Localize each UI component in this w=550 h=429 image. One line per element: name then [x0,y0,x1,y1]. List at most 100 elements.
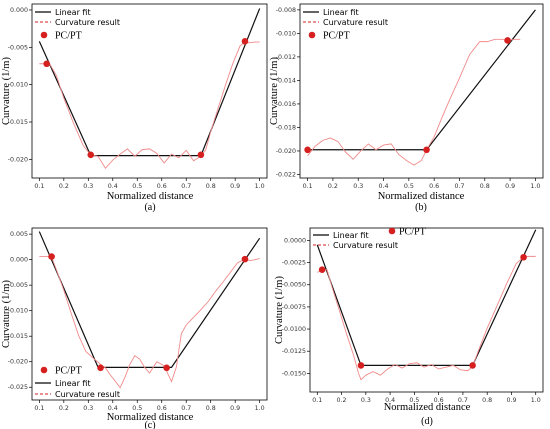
x-tick-label: 0.6 [157,405,167,412]
y-tick-label: -0.014 [276,77,296,84]
x-tick-label: 0.8 [206,183,216,190]
y-tick-label: 0.000 [10,7,28,14]
curvature-result-line [307,38,521,166]
y-tick-label: -0.008 [276,7,296,14]
x-tick-label: 0.8 [480,183,490,190]
y-tick-label: -0.015 [8,333,28,340]
x-tick-label: 0.3 [83,405,93,412]
legend-pcpt-label: PC/PT [55,366,82,377]
y-axis-label: Curvature (1/m) [1,57,12,125]
x-tick-label: 0.1 [34,183,44,190]
chart-panel-4: 0.1 0.2 0.3 0.4 0.5 0.6 0.7 0.8 0.9 1.0 0.0000 -0.0… [274,227,544,427]
pcpt-point [48,253,55,260]
panel-caption: (b) [415,202,427,213]
y-tick-label: -0.0100 [282,326,306,333]
x-tick-label: 0.5 [132,405,142,412]
x-tick-label: 0.1 [34,405,44,412]
y-tick-label: -0.016 [276,101,296,108]
y-tick-label: -0.0125 [282,348,306,355]
pcpt-point [87,151,95,159]
y-tick-label: -0.010 [8,82,28,89]
y-tick-label: -0.0025 [282,260,306,267]
x-tick-label: 0.7 [181,183,191,190]
pcpt-point [163,364,170,372]
pcpt-point [43,60,50,68]
x-axis-label: Normalized distance [384,402,471,413]
panel-caption: (c) [144,420,155,429]
x-tick-label: 1.0 [255,405,265,412]
pcpt-point [97,364,104,372]
pcpt-point [504,37,511,44]
x-axis-label: Normalized distance [107,191,194,202]
y-tick-label: 0.0000 [284,237,306,244]
x-tick-label: 0.8 [482,397,492,404]
plot-frame [299,3,544,179]
y-tick-label: -0.005 [8,282,28,289]
x-tick-label: 0.1 [312,397,322,404]
legend-curvature-label: Curvature result [55,390,120,399]
y-tick-label: -0.025 [8,384,28,391]
x-tick-label: 0.7 [458,397,468,404]
x-tick-label: 0.9 [505,183,515,190]
curvature-result-line [39,41,260,170]
x-tick-label: 0.1 [303,183,313,190]
x-tick-label: 0.6 [434,397,444,404]
x-tick-label: 0.5 [132,183,142,190]
x-tick-label: 0.2 [337,397,347,404]
x-axis-label: Normalized distance [378,191,465,202]
panel-caption: (a) [144,202,155,213]
curvature-result-line [317,255,536,381]
y-tick-label: -0.022 [276,171,296,178]
y-tick-label: -0.018 [276,124,296,131]
y-axis-label: Curvature (1/m) [274,276,285,344]
x-tick-label: 0.3 [361,397,371,404]
y-tick-label: 0.005 [10,231,28,238]
x-tick-label: 1.0 [530,183,540,190]
plot-frame [31,3,268,179]
legend-curvature-label: Curvature result [323,18,388,27]
y-tick-label: -0.0050 [282,282,306,289]
pcpt-point [520,253,527,261]
pcpt-point [423,146,430,154]
pcpt-point [469,362,476,369]
x-tick-label: 0.3 [83,183,93,190]
curvature-result-line [39,256,260,389]
x-axis-label: Normalized distance [107,412,194,423]
x-tick-label: 0.5 [404,183,414,190]
x-tick-label: 0.8 [206,405,216,412]
pcpt-point [304,146,311,154]
y-tick-label: -0.020 [8,156,28,163]
x-tick-label: 1.0 [255,183,265,190]
y-tick-label: -0.015 [8,119,28,126]
x-tick-label: 0.2 [59,183,69,190]
x-tick-label: 0.9 [230,183,240,190]
legend-pcpt-marker [388,227,396,235]
x-tick-label: 0.7 [454,183,464,190]
pcpt-point [241,255,249,263]
legend-pcpt-label: PC/PT [399,227,426,238]
y-tick-label: 0.000 [10,257,28,264]
y-tick-label: -0.020 [8,359,28,366]
plot-frame [309,227,544,393]
x-tick-label: 0.4 [385,397,395,404]
y-tick-label: -0.012 [276,54,296,61]
pcpt-point [357,362,365,369]
x-tick-label: 0.9 [230,405,240,412]
legend-fit-label: Linear fit [55,379,91,388]
legend-fit-label: Linear fit [333,231,369,240]
y-tick-label: -0.010 [276,30,296,37]
chart-panel-2: 0.1 0.2 0.3 0.4 0.5 0.6 0.7 0.8 0.9 1.0 -0.008 -0.0… [269,3,544,213]
chart-panel-1: 0.1 0.2 0.3 0.4 0.5 0.6 0.7 0.8 0.9 1.0 0.000 -0.00… [1,3,268,213]
pcpt-point [197,151,205,159]
x-tick-label: 0.9 [506,397,516,404]
pcpt-point [241,38,249,45]
y-axis-label: Curvature (1/m) [1,280,12,348]
legend-curvature-label: Curvature result [333,241,398,250]
x-tick-label: 1.0 [531,397,541,404]
x-tick-label: 0.6 [157,183,167,190]
y-axis-label: Curvature (1/m) [269,57,280,125]
y-tick-label: -0.0150 [282,370,306,377]
x-tick-label: 0.3 [353,183,363,190]
x-tick-label: 0.4 [379,183,389,190]
